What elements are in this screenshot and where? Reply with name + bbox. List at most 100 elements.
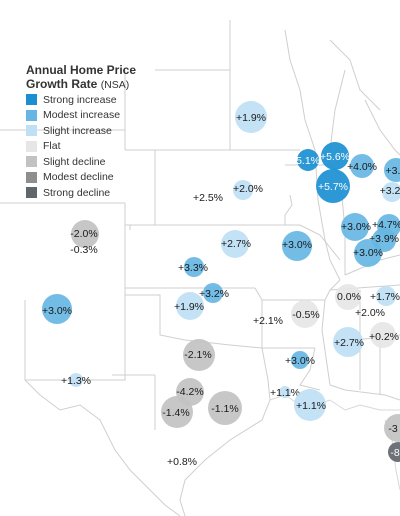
price-marker: +1.1%: [270, 386, 300, 399]
legend-swatch: [26, 109, 37, 121]
marker-label: -2.1%: [184, 349, 211, 361]
legend-item: Strong increase: [26, 92, 176, 108]
legend-label: Strong decline: [43, 186, 111, 199]
legend-item: Slight increase: [26, 123, 176, 139]
marker-bubble: [335, 284, 361, 310]
marker-bubble: [388, 442, 400, 462]
price-marker: -0.5%: [291, 300, 320, 328]
legend-label: Modest decline: [43, 171, 114, 184]
price-marker: +5.6%: [320, 142, 350, 170]
legend-label: Slight decline: [43, 155, 106, 168]
marker-label: -4.2%: [176, 386, 203, 398]
marker-label: -1.4%: [162, 407, 189, 419]
legend-label: Strong increase: [43, 93, 117, 106]
price-marker: -8: [388, 442, 400, 462]
marker-bubble: [291, 351, 309, 369]
price-marker: +0.2%: [369, 322, 399, 348]
price-marker: +3.0%: [42, 294, 72, 324]
marker-label: +3.0%: [353, 247, 383, 259]
marker-bubble: [161, 396, 193, 428]
marker-label: +3.0%: [285, 355, 315, 367]
marker-bubble: [333, 327, 363, 357]
marker-bubble: [384, 414, 400, 442]
price-marker: -2.0%: [70, 220, 99, 248]
marker-bubble: [71, 220, 99, 248]
price-marker: +1.3%: [61, 373, 91, 387]
marker-label: -0.3%: [70, 244, 97, 256]
price-marker: -3: [384, 414, 400, 442]
marker-bubble: [279, 386, 291, 398]
price-marker: +3.2: [380, 182, 400, 202]
price-marker: -1.1%: [208, 391, 242, 425]
marker-label: +0.8%: [167, 456, 197, 468]
marker-bubble: [321, 142, 349, 170]
marker-bubble: [376, 286, 396, 306]
marker-bubble: [294, 389, 326, 421]
price-marker: +3.2%: [199, 283, 229, 303]
price-marker: +5.7%: [316, 169, 350, 203]
marker-label: +2.0%: [355, 307, 385, 319]
marker-label: +3.0%: [42, 305, 72, 317]
price-marker: +2.0%: [355, 307, 385, 319]
marker-label: -0.5%: [292, 309, 319, 321]
legend-swatch: [26, 187, 37, 199]
legend-item: Flat: [26, 139, 176, 155]
marker-bubble: [235, 101, 267, 133]
price-marker: +3.3%: [178, 257, 208, 277]
marker-label: +1.1%: [270, 387, 300, 399]
marker-label: +5.6%: [320, 151, 350, 163]
marker-bubble: [183, 339, 215, 371]
marker-bubble: [291, 300, 319, 328]
price-marker: +1.9%: [235, 101, 267, 133]
marker-bubble: [176, 292, 204, 320]
price-marker: +3.0%: [353, 239, 383, 267]
marker-bubble: [382, 182, 400, 202]
marker-bubble: [208, 391, 242, 425]
marker-label: +4.7%: [372, 219, 400, 231]
marker-label: +3.0%: [341, 221, 371, 233]
legend-title-line1: Annual Home Price: [26, 63, 137, 77]
marker-label: 0.0%: [337, 291, 361, 303]
legend-swatch: [26, 94, 37, 106]
marker-bubble: [354, 239, 382, 267]
marker-label: +3.3%: [178, 262, 208, 274]
price-marker: +3.0%: [285, 351, 315, 369]
marker-label: +1.9%: [236, 112, 266, 124]
marker-bubble: [69, 373, 83, 387]
legend-items: Strong increase Modest increase Slight inc…: [26, 92, 176, 201]
marker-label: -1.1%: [211, 403, 238, 415]
legend-swatch: [26, 156, 37, 168]
marker-label: +1.9%: [174, 301, 204, 313]
price-marker: +4.0%: [347, 154, 377, 178]
marker-bubble: [384, 158, 400, 182]
marker-label: +2.7%: [221, 238, 251, 250]
marker-label: +2.1%: [253, 315, 283, 327]
price-marker: +2.0%: [233, 180, 263, 200]
price-marker: +3.: [384, 158, 400, 182]
marker-label: +5.7%: [318, 181, 348, 193]
price-marker: 0.0%: [335, 284, 361, 310]
price-marker: +1.7%: [370, 286, 400, 306]
price-marker: +5.1%: [290, 149, 320, 171]
price-marker: +3.0%: [282, 231, 312, 261]
price-marker: -0.3%: [70, 244, 97, 256]
marker-label: +3.2: [380, 185, 400, 197]
price-marker: +2.1%: [253, 315, 283, 327]
gulf-coast: [269, 394, 400, 491]
marker-bubble: [203, 283, 223, 303]
legend-item: Modest decline: [26, 170, 176, 186]
marker-label: +2.5%: [193, 192, 223, 204]
marker-label: +1.1%: [296, 400, 326, 412]
legend-title: Annual Home Price Growth Rate (NSA): [26, 63, 176, 92]
legend-label: Slight increase: [43, 124, 112, 137]
legend-label: Modest increase: [43, 109, 121, 122]
marker-bubble: [341, 213, 369, 241]
legend-swatch: [26, 125, 37, 137]
marker-label: -2.0%: [70, 228, 97, 240]
legend-item: Strong decline: [26, 185, 176, 201]
legend-title-main: Growth Rate: [26, 77, 98, 91]
marker-label: -3: [388, 423, 397, 435]
price-marker: +2.7%: [333, 327, 364, 357]
marker-bubble: [297, 149, 319, 171]
marker-bubble: [316, 169, 350, 203]
